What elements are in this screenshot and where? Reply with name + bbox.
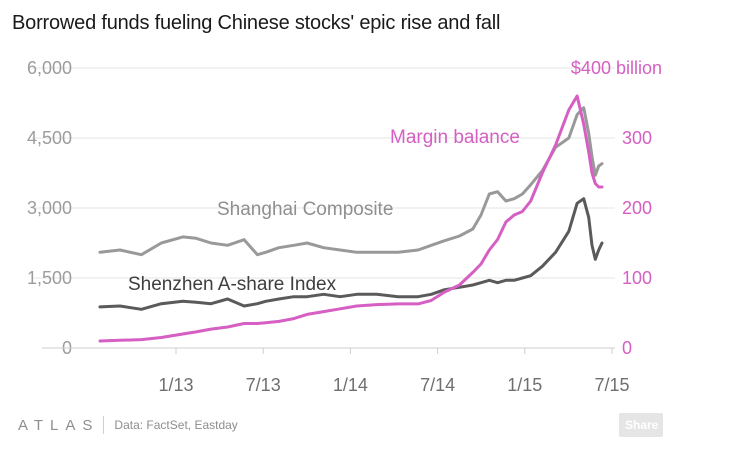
y-left-tick-label: 4,500 — [27, 128, 72, 148]
x-tick-label: 7/15 — [594, 375, 629, 395]
x-tick-label: 1/15 — [507, 375, 542, 395]
y-right-tick-label: 300 — [622, 128, 652, 148]
chart-title: Borrowed funds fueling Chinese stocks' e… — [12, 12, 501, 34]
x-tick-label: 7/14 — [420, 375, 455, 395]
share-button[interactable]: Share — [619, 413, 663, 437]
y-left-tick-label: 3,000 — [27, 198, 72, 218]
x-tick-label: 7/13 — [246, 375, 281, 395]
series-label-shenzhen-a-share-index: Shenzhen A-share Index — [128, 274, 337, 295]
series-line-shanghai-composite — [98, 106, 604, 257]
series-line-shenzhen-a-share-index — [98, 197, 604, 311]
y-left-tick-label: 6,000 — [27, 58, 72, 78]
footer: ATLAS Data: FactSet, Eastday — [18, 413, 238, 437]
y-right-tick-label: 200 — [622, 198, 652, 218]
series-label-margin-balance: Margin balance — [390, 127, 520, 148]
y-right-tick-label: 100 — [622, 268, 652, 288]
series-labels: Shanghai Composite Shenzhen A-share Index… — [128, 127, 520, 295]
series-line-margin-balance — [98, 94, 604, 343]
y-right-unit-label: $400 billion — [571, 58, 662, 78]
source-text: Data: FactSet, Eastday — [114, 418, 238, 432]
x-tick-label: 1/14 — [333, 375, 368, 395]
atlas-logo[interactable]: ATLAS — [18, 416, 100, 434]
y-left-tick-label: 1,500 — [27, 268, 72, 288]
y-right-tick-label: 0 — [622, 338, 632, 358]
series-lines — [98, 94, 604, 343]
x-tick-label: 1/13 — [158, 375, 193, 395]
series-label-shanghai-composite: Shanghai Composite — [217, 199, 393, 220]
footer-divider — [103, 416, 105, 434]
